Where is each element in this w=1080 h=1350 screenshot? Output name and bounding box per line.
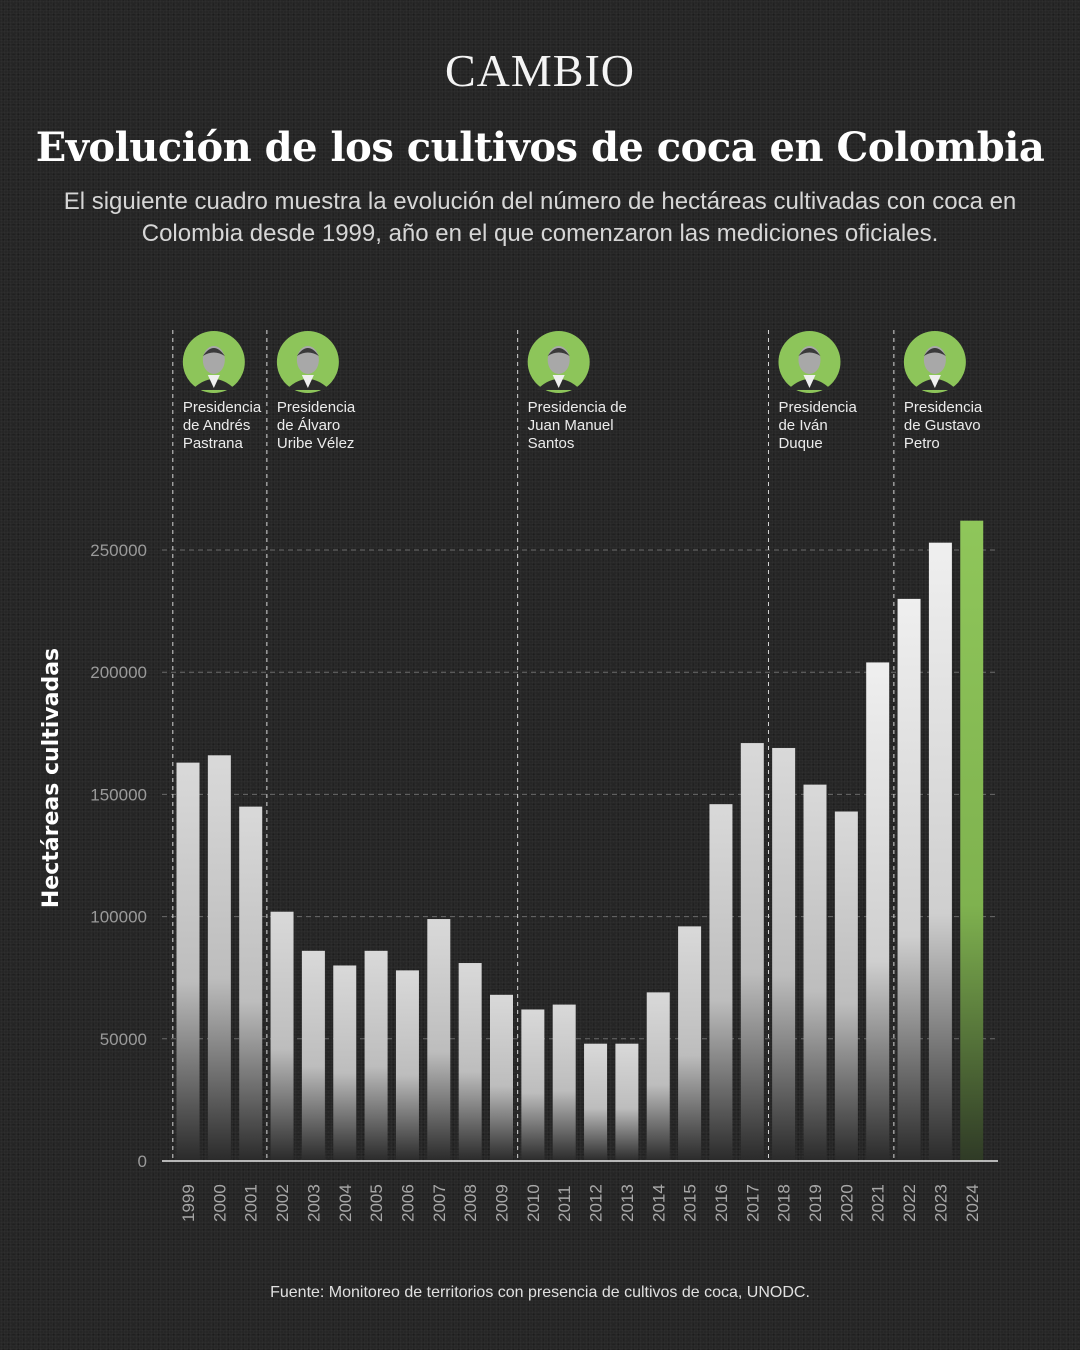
x-tick-label: 2020 bbox=[837, 1184, 856, 1222]
presidency-label-line: Pastrana bbox=[183, 435, 244, 452]
bar-2002 bbox=[270, 911, 294, 1161]
coca-cultivation-bar-chart: 0 50000 100000 150000 200000 250000 1999 2000 2… bbox=[39, 330, 998, 1222]
x-tick-labels: 1999 2000 2001 2002 2003 2004 2005 2006 2007 2008… bbox=[179, 1184, 982, 1222]
x-tick-label: 2015 bbox=[681, 1184, 700, 1222]
portrait-alvaro-uribe-icon bbox=[285, 346, 330, 390]
x-tick-label: 2010 bbox=[524, 1184, 543, 1222]
y-tick-label: 100000 bbox=[90, 908, 147, 927]
y-tick-label: 0 bbox=[138, 1152, 147, 1171]
presidency-label-line: Presidencia bbox=[277, 399, 356, 416]
x-tick-label: 2019 bbox=[806, 1184, 825, 1222]
bar-2001 bbox=[239, 806, 263, 1161]
x-tick-label: 2002 bbox=[273, 1184, 292, 1222]
portrait-gustavo-petro-icon bbox=[912, 346, 957, 390]
bars bbox=[176, 520, 984, 1161]
bar-2004 bbox=[333, 965, 357, 1161]
bar-2011 bbox=[552, 1004, 576, 1161]
x-tick-label: 2005 bbox=[367, 1184, 386, 1222]
x-tick-label: 1999 bbox=[179, 1184, 198, 1222]
presidency-label-line: Presidencia bbox=[183, 399, 262, 416]
x-tick-label: 2008 bbox=[461, 1184, 480, 1222]
portrait-ivan-duque-icon bbox=[787, 346, 832, 390]
y-tick-label: 50000 bbox=[100, 1030, 147, 1049]
presidency-label-line: Duque bbox=[778, 435, 822, 452]
x-tick-label: 2004 bbox=[336, 1184, 355, 1222]
presidency-label-line: de Andrés bbox=[183, 417, 251, 434]
bar-1999 bbox=[176, 762, 200, 1161]
y-tick-label: 250000 bbox=[90, 541, 147, 560]
x-tick-label: 2017 bbox=[743, 1184, 762, 1222]
presidency-label-line: de Álvaro bbox=[277, 417, 340, 434]
bar-2017 bbox=[740, 743, 764, 1161]
x-tick-label: 2021 bbox=[869, 1184, 888, 1222]
bar-2003 bbox=[301, 950, 325, 1161]
x-tick-label: 2018 bbox=[775, 1184, 794, 1222]
x-tick-label: 2006 bbox=[398, 1184, 417, 1222]
x-tick-label: 2014 bbox=[649, 1184, 668, 1222]
presidency-label-line: de Iván bbox=[778, 417, 827, 434]
bar-2024 bbox=[960, 520, 984, 1161]
bar-2021 bbox=[866, 662, 890, 1161]
x-tick-label: 2013 bbox=[618, 1184, 637, 1222]
gridlines bbox=[162, 549, 998, 1040]
y-axis-label: Hectáreas cultivadas bbox=[39, 648, 64, 908]
x-tick-label: 2024 bbox=[963, 1184, 982, 1222]
bar-2023 bbox=[928, 542, 952, 1161]
bar-2022 bbox=[897, 598, 921, 1161]
x-tick-label: 2009 bbox=[493, 1184, 512, 1222]
bar-2015 bbox=[678, 926, 702, 1161]
portrait-andres-pastrana-icon bbox=[191, 346, 236, 390]
presidency-divider-lines bbox=[172, 330, 895, 1161]
presidency-label-line: Presidencia de bbox=[528, 399, 627, 416]
brand-logo: CAMBIO bbox=[444, 45, 636, 96]
y-tick-label: 200000 bbox=[90, 663, 147, 682]
x-tick-label: 2016 bbox=[712, 1184, 731, 1222]
bar-2019 bbox=[803, 784, 827, 1161]
y-tick-labels: 0 50000 100000 150000 200000 250000 bbox=[90, 541, 147, 1171]
x-tick-label: 2001 bbox=[242, 1184, 261, 1222]
source-note: Fuente: Monitoreo de territorios con pre… bbox=[270, 1284, 810, 1301]
bar-2006 bbox=[395, 970, 419, 1161]
presidency-label-line: Juan Manuel bbox=[528, 417, 614, 434]
bar-2010 bbox=[521, 1009, 545, 1161]
x-tick-label: 2003 bbox=[304, 1184, 323, 1222]
presidency-label-line: Presidencia bbox=[778, 399, 857, 416]
bar-2020 bbox=[834, 811, 858, 1161]
bar-2014 bbox=[646, 992, 670, 1161]
x-tick-label: 2023 bbox=[931, 1184, 950, 1222]
bar-2016 bbox=[709, 804, 733, 1161]
bar-2009 bbox=[490, 994, 513, 1161]
bar-2007 bbox=[427, 919, 451, 1161]
presidency-label-line: Uribe Vélez bbox=[277, 435, 355, 452]
x-tick-label: 2022 bbox=[900, 1184, 919, 1222]
bar-2005 bbox=[364, 950, 388, 1161]
bar-2000 bbox=[207, 755, 231, 1161]
presidency-label-line: Petro bbox=[904, 435, 940, 452]
x-tick-label: 2000 bbox=[210, 1184, 229, 1222]
portrait-juan-manuel-santos-icon bbox=[536, 346, 581, 390]
bar-2008 bbox=[458, 963, 482, 1161]
y-tick-label: 150000 bbox=[90, 785, 147, 804]
page-title: Evolución de los cultivos de coca en Col… bbox=[35, 124, 1045, 171]
presidency-label-line: de Gustavo bbox=[904, 417, 981, 434]
bar-2018 bbox=[772, 747, 796, 1161]
x-tick-label: 2012 bbox=[587, 1184, 606, 1222]
page-subtitle: El siguiente cuadro muestra la evolución… bbox=[63, 188, 1017, 247]
bar-2012 bbox=[584, 1043, 608, 1161]
presidency-label-line: Presidencia bbox=[904, 399, 983, 416]
x-tick-label: 2007 bbox=[430, 1184, 449, 1222]
presidency-label-line: Santos bbox=[528, 435, 575, 452]
bar-2013 bbox=[615, 1043, 639, 1161]
x-tick-label: 2011 bbox=[555, 1185, 574, 1222]
